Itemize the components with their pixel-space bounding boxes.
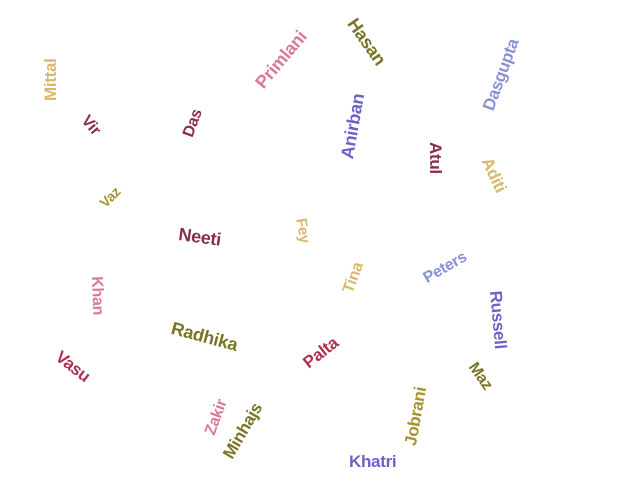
word-peters: Peters [420, 248, 470, 287]
word-zakir: Zakir [202, 397, 231, 438]
word-dasgupta: Dasgupta [479, 36, 523, 114]
word-jobrani: Jobrani [401, 385, 431, 448]
word-neeti: Neeti [177, 224, 223, 250]
word-mittal: Mittal [41, 58, 60, 101]
word-radhika: Radhika [169, 318, 240, 355]
word-vir: Vir [77, 112, 104, 139]
word-khatri: Khatri [349, 452, 397, 471]
word-aditi: Aditi [477, 154, 511, 196]
word-atul: Atul [426, 142, 445, 174]
word-khan: Khan [88, 275, 107, 316]
word-das: Das [180, 106, 206, 140]
word-vaz: Vaz [96, 183, 124, 211]
word-russell: Russell [486, 289, 511, 350]
word-maz: Maz [464, 359, 496, 394]
word-tina: Tina [340, 260, 367, 296]
word-vasu: Vasu [51, 347, 94, 386]
word-hasan: Hasan [343, 14, 390, 69]
word-palta: Palta [299, 333, 342, 373]
word-fey: Fey [292, 216, 314, 245]
word-anirban: Anirban [337, 91, 369, 161]
word-primlani: Primlani [251, 26, 311, 93]
